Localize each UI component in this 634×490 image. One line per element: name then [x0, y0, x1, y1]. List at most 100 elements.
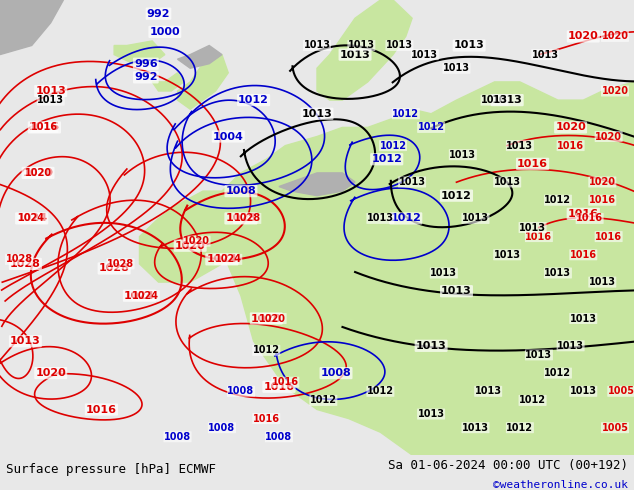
Text: 1016: 1016	[29, 122, 60, 132]
Text: 1024: 1024	[124, 291, 155, 301]
Text: 1013: 1013	[519, 222, 546, 232]
Text: 1020: 1020	[23, 168, 53, 178]
Text: 1028: 1028	[6, 254, 32, 264]
Text: 1024: 1024	[207, 254, 237, 264]
Text: 1012: 1012	[372, 154, 402, 164]
Text: 1013: 1013	[430, 268, 457, 278]
Text: 1013: 1013	[302, 109, 332, 119]
Text: 1020: 1020	[555, 122, 586, 132]
Text: 1012: 1012	[380, 141, 406, 150]
Text: 1012: 1012	[310, 395, 337, 405]
Text: 1013: 1013	[399, 177, 425, 187]
Text: 1013: 1013	[545, 268, 571, 278]
Text: 1020: 1020	[589, 177, 616, 187]
Polygon shape	[152, 73, 184, 91]
Text: 1028: 1028	[99, 264, 129, 273]
Text: ©weatheronline.co.uk: ©weatheronline.co.uk	[493, 480, 628, 490]
Text: 1013: 1013	[557, 341, 584, 351]
Text: 1024: 1024	[18, 214, 45, 223]
Text: 1016: 1016	[272, 377, 299, 387]
Text: Surface pressure [hPa] ECMWF: Surface pressure [hPa] ECMWF	[6, 463, 216, 475]
Text: 1013: 1013	[340, 49, 370, 60]
Text: 1013: 1013	[462, 214, 489, 223]
Text: 1013: 1013	[441, 286, 472, 296]
Polygon shape	[178, 46, 222, 68]
Text: 992: 992	[134, 73, 158, 82]
Text: 1013: 1013	[526, 350, 552, 360]
Text: 1028: 1028	[226, 214, 256, 223]
Text: 1016: 1016	[264, 382, 294, 392]
Polygon shape	[209, 82, 634, 455]
Text: 1013: 1013	[494, 250, 521, 260]
Text: 1016: 1016	[576, 214, 603, 223]
Text: 1008: 1008	[164, 432, 191, 442]
Text: 1013: 1013	[570, 314, 597, 323]
Text: 1008: 1008	[266, 432, 292, 442]
Text: 1028: 1028	[107, 259, 134, 269]
Text: 1012: 1012	[391, 214, 421, 223]
Text: 1016: 1016	[517, 159, 548, 169]
Text: 1012: 1012	[545, 195, 571, 205]
Text: 1013: 1013	[475, 386, 501, 396]
Text: 1016: 1016	[570, 250, 597, 260]
Text: 1024: 1024	[215, 254, 242, 264]
Text: 1020: 1020	[602, 86, 628, 96]
Text: 1012: 1012	[392, 109, 419, 119]
Text: 1005: 1005	[608, 386, 634, 396]
Text: 1013: 1013	[36, 86, 66, 96]
Text: 1012: 1012	[507, 423, 533, 433]
Polygon shape	[114, 41, 165, 64]
Text: 1012: 1012	[545, 368, 571, 378]
Text: 1028: 1028	[234, 214, 261, 223]
Text: 1020: 1020	[175, 241, 205, 251]
Text: 1012: 1012	[441, 191, 472, 200]
Text: 1020: 1020	[251, 314, 281, 323]
Text: 1013: 1013	[481, 95, 508, 105]
Text: 1013: 1013	[37, 95, 64, 105]
Text: 1013: 1013	[416, 341, 446, 351]
Text: 1013: 1013	[348, 41, 375, 50]
Text: 1013: 1013	[462, 423, 489, 433]
Text: 1016: 1016	[589, 195, 616, 205]
Text: 1016: 1016	[86, 405, 117, 415]
Polygon shape	[317, 0, 412, 100]
Text: 1012: 1012	[367, 386, 394, 396]
Text: 1013: 1013	[386, 41, 413, 50]
Text: 1020: 1020	[568, 31, 598, 41]
Text: 1012: 1012	[253, 345, 280, 355]
Text: 1020: 1020	[183, 236, 210, 246]
Text: 1013: 1013	[494, 177, 521, 187]
Text: 1020: 1020	[602, 31, 628, 41]
Text: 1008: 1008	[226, 186, 256, 196]
Text: 1013: 1013	[411, 49, 438, 60]
Text: 1016: 1016	[253, 414, 280, 423]
Text: 1013: 1013	[492, 95, 522, 105]
Text: 1013: 1013	[450, 150, 476, 160]
Text: 1013: 1013	[304, 41, 330, 50]
Text: 1005: 1005	[602, 423, 628, 433]
Text: 1024: 1024	[16, 214, 47, 223]
Text: 1013: 1013	[589, 277, 616, 287]
Text: 1013: 1013	[454, 41, 484, 50]
Text: 1020: 1020	[25, 168, 51, 178]
Text: 1012: 1012	[519, 395, 546, 405]
Polygon shape	[178, 54, 228, 109]
Text: 1013: 1013	[418, 409, 444, 419]
Text: 1013: 1013	[443, 63, 470, 73]
Text: 1016: 1016	[526, 232, 552, 242]
Text: 992: 992	[146, 9, 171, 19]
Text: 996: 996	[134, 59, 158, 69]
Text: 1013: 1013	[532, 49, 559, 60]
Text: 1008: 1008	[321, 368, 351, 378]
Text: 1020: 1020	[259, 314, 286, 323]
Polygon shape	[139, 191, 241, 282]
Text: 1013: 1013	[10, 336, 41, 346]
Text: 1020: 1020	[595, 131, 622, 142]
Text: 1028: 1028	[10, 259, 41, 269]
Text: 1020: 1020	[36, 368, 66, 378]
Text: 1016: 1016	[31, 122, 58, 132]
Text: 1000: 1000	[150, 27, 180, 37]
Text: 1008: 1008	[209, 423, 235, 433]
Text: 1024: 1024	[133, 291, 159, 301]
Text: 1008: 1008	[228, 386, 254, 396]
